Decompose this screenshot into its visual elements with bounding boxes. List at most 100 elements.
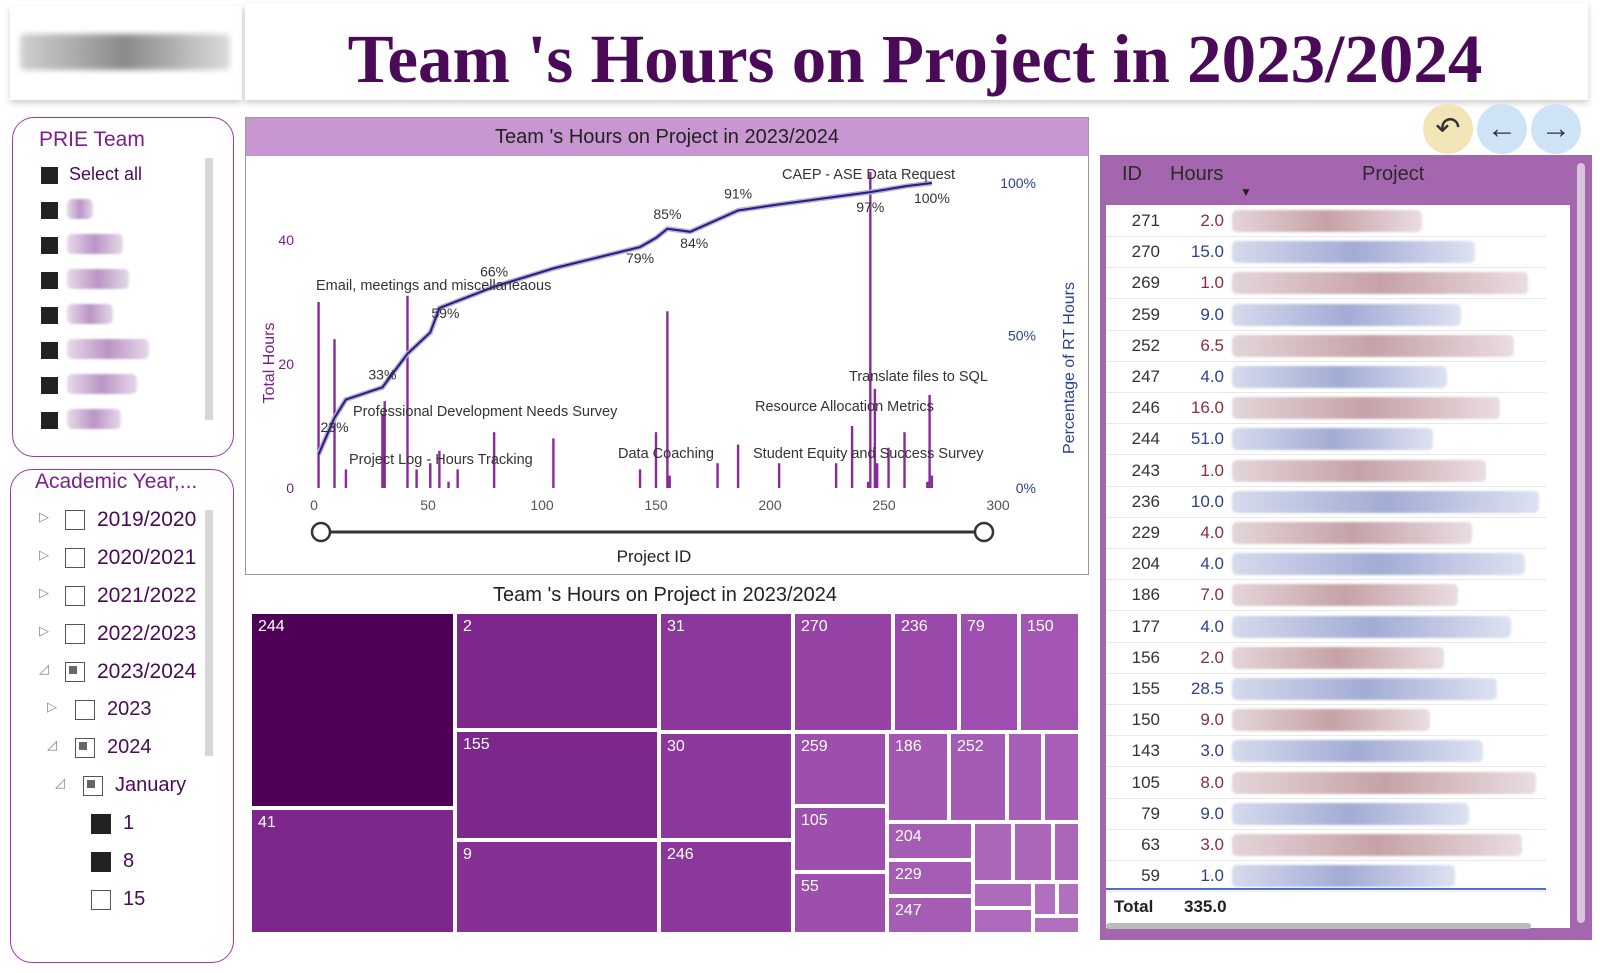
bar[interactable]	[438, 450, 441, 488]
treemap-tile[interactable]	[973, 882, 1033, 908]
bar[interactable]	[381, 413, 384, 488]
team-member-name-redacted[interactable]	[67, 374, 137, 394]
table-horizontal-scrollbar[interactable]	[1106, 923, 1531, 929]
bar[interactable]	[866, 481, 870, 488]
bar[interactable]	[344, 469, 348, 488]
treemap-tile[interactable]	[1007, 732, 1043, 822]
bar[interactable]	[383, 401, 386, 488]
bar[interactable]	[875, 463, 879, 488]
treemap-tile[interactable]: 270	[793, 612, 893, 732]
year-item-label[interactable]: 2024	[107, 736, 152, 758]
bar[interactable]	[638, 469, 642, 488]
treemap-tile[interactable]: 31	[659, 612, 793, 732]
bar[interactable]	[552, 438, 555, 488]
team-member-checkbox[interactable]	[41, 272, 58, 289]
bar[interactable]	[777, 463, 781, 488]
treemap-tile[interactable]: 252	[949, 732, 1007, 822]
bar[interactable]	[406, 295, 409, 488]
year-checkbox[interactable]	[65, 624, 85, 644]
treemap-tile[interactable]	[1057, 882, 1080, 916]
year-item-label[interactable]: January	[115, 774, 187, 796]
team-member-name-redacted[interactable]	[67, 409, 121, 429]
treemap-tile[interactable]: 2	[455, 612, 659, 730]
treemap-tile[interactable]: 55	[793, 872, 887, 934]
year-item-label[interactable]: 15	[123, 888, 146, 910]
treemap-tile[interactable]: 236	[893, 612, 959, 732]
treemap-tile[interactable]	[973, 822, 1013, 882]
bar[interactable]	[873, 388, 877, 488]
year-checkbox[interactable]	[91, 852, 111, 872]
treemap-tile[interactable]	[1043, 732, 1080, 822]
column-header-id[interactable]: ID	[1122, 163, 1142, 185]
treemap-tile[interactable]: 246	[659, 840, 793, 934]
bar[interactable]	[736, 444, 740, 488]
team-member-checkbox[interactable]	[41, 307, 58, 324]
collapse-icon[interactable]: ◿	[47, 737, 57, 752]
year-checkbox[interactable]	[65, 510, 85, 530]
year-item-label[interactable]: 2021/2022	[97, 584, 197, 607]
bar[interactable]	[716, 463, 719, 488]
year-checkbox[interactable]	[75, 700, 95, 720]
bar[interactable]	[492, 432, 496, 488]
range-slider-start-handle[interactable]	[310, 521, 332, 543]
bar[interactable]	[415, 469, 418, 488]
bar[interactable]	[447, 481, 450, 488]
bar[interactable]	[930, 475, 934, 488]
treemap-tile[interactable]: 105	[793, 806, 887, 872]
year-checkbox[interactable]	[65, 548, 85, 568]
expand-icon[interactable]: ▷	[39, 585, 49, 600]
year-checkbox[interactable]	[91, 890, 111, 910]
treemap-tile[interactable]	[1033, 882, 1057, 916]
bar[interactable]	[834, 463, 838, 488]
bar[interactable]	[456, 469, 459, 488]
team-member-checkbox[interactable]	[41, 377, 58, 394]
bar[interactable]	[429, 463, 432, 488]
year-checkbox[interactable]	[65, 662, 85, 682]
bar[interactable]	[926, 481, 929, 488]
cumulative-line[interactable]	[317, 182, 933, 455]
year-slicer-scrollbar[interactable]	[205, 510, 213, 756]
select-all-checkbox[interactable]	[41, 167, 58, 184]
year-checkbox[interactable]	[91, 814, 111, 834]
table-scrollbar[interactable]	[1577, 163, 1585, 923]
range-slider-end-handle[interactable]	[973, 521, 995, 543]
bar[interactable]	[887, 447, 890, 488]
collapse-icon[interactable]: ◿	[39, 661, 49, 676]
bar[interactable]	[850, 426, 854, 488]
bar[interactable]	[666, 311, 669, 488]
treemap-tile[interactable]: 9	[455, 840, 659, 934]
team-member-name-redacted[interactable]	[67, 304, 113, 324]
bar[interactable]	[869, 171, 872, 489]
treemap-tile[interactable]	[973, 908, 1033, 934]
team-member-name-redacted[interactable]	[67, 199, 93, 219]
year-item-label[interactable]: 2019/2020	[97, 508, 197, 531]
bar[interactable]	[928, 395, 931, 488]
bar[interactable]	[668, 475, 671, 488]
treemap-tile[interactable]	[1033, 916, 1080, 934]
bar[interactable]	[654, 432, 658, 488]
team-member-name-redacted[interactable]	[67, 339, 149, 359]
select-all-label[interactable]: Select all	[69, 164, 143, 184]
treemap-tile[interactable]: 204	[887, 822, 973, 860]
team-member-name-redacted[interactable]	[67, 269, 129, 289]
treemap-tile[interactable]	[1053, 822, 1080, 882]
team-member-checkbox[interactable]	[41, 412, 58, 429]
team-member-name-redacted[interactable]	[67, 234, 123, 254]
year-item-label[interactable]: 1	[123, 812, 135, 834]
team-slicer-scrollbar[interactable]	[205, 158, 213, 420]
year-checkbox[interactable]	[75, 738, 95, 758]
treemap-tile[interactable]: 30	[659, 732, 793, 840]
expand-icon[interactable]: ▷	[39, 547, 49, 562]
collapse-icon[interactable]: ◿	[55, 775, 65, 790]
back-button[interactable]: ←	[1477, 104, 1527, 154]
year-item-label[interactable]: 2020/2021	[97, 546, 197, 569]
year-item-label[interactable]: 2022/2023	[97, 622, 197, 645]
expand-icon[interactable]: ▷	[39, 509, 49, 524]
treemap-tile[interactable]	[1013, 822, 1053, 882]
undo-button[interactable]: ↶	[1423, 104, 1473, 154]
treemap-tile[interactable]: 79	[959, 612, 1019, 732]
year-item-label[interactable]: 8	[123, 850, 135, 872]
team-member-checkbox[interactable]	[41, 237, 58, 254]
treemap-tile[interactable]: 244	[250, 612, 455, 808]
treemap-tile[interactable]: 186	[887, 732, 949, 822]
